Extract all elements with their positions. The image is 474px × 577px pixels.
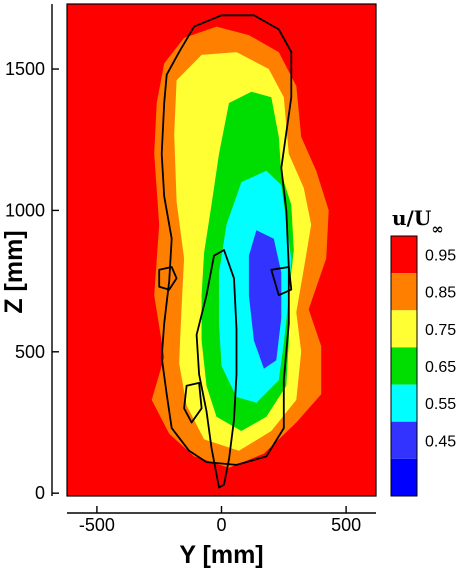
colorbar-swatch xyxy=(391,310,417,348)
wheel-lower xyxy=(183,381,203,424)
x-tick-label: 500 xyxy=(331,515,361,535)
contour-region-0.45-0.55 xyxy=(248,230,282,369)
x-tick-label: -500 xyxy=(79,515,115,535)
y-axis-title: Z [mm] xyxy=(0,230,28,313)
plot-frame xyxy=(66,3,377,497)
colorbar-title-subscript: ∞ xyxy=(431,220,444,238)
colorbar-level-label: 0.75 xyxy=(425,322,456,339)
y-tick-label: 1500 xyxy=(5,59,45,79)
colorbar-swatch xyxy=(391,384,417,422)
rider-outline xyxy=(160,14,293,466)
y-tick-label: 1000 xyxy=(5,200,45,220)
colorbar-swatch xyxy=(391,273,417,311)
y-tick-label: 0 xyxy=(35,483,45,503)
axis-titles: Y [mm] Z [mm] xyxy=(0,230,264,569)
colorbar-level-label: 0.85 xyxy=(425,285,456,302)
rider-arm-left xyxy=(158,266,178,291)
colorbar-frame xyxy=(390,235,418,497)
colorbar-legend: 0.95 0.85 0.75 0.65 0.55 0.45 u/U∞ xyxy=(390,206,456,497)
plot-area xyxy=(67,4,376,496)
colorbar-swatch xyxy=(391,236,417,274)
colorbar-swatch xyxy=(391,458,417,496)
colorbar-swatch xyxy=(391,421,417,459)
rider-arm-right xyxy=(270,266,293,297)
colorbar-level-label: 0.95 xyxy=(425,248,456,265)
colorbar-swatch xyxy=(391,347,417,385)
colorbar-title: u/U∞ xyxy=(392,206,444,238)
bike-outline xyxy=(195,249,238,489)
colorbar-level-label: 0.45 xyxy=(425,433,456,450)
axes: -500 0 500 0 500 1000 1500 xyxy=(5,3,377,535)
x-axis-title: Y [mm] xyxy=(179,541,263,569)
colorbar-level-label: 0.65 xyxy=(425,359,456,376)
y-tick-label: 500 xyxy=(15,342,45,362)
x-tick-label: 0 xyxy=(216,515,226,535)
colorbar-level-label: 0.55 xyxy=(425,396,456,413)
